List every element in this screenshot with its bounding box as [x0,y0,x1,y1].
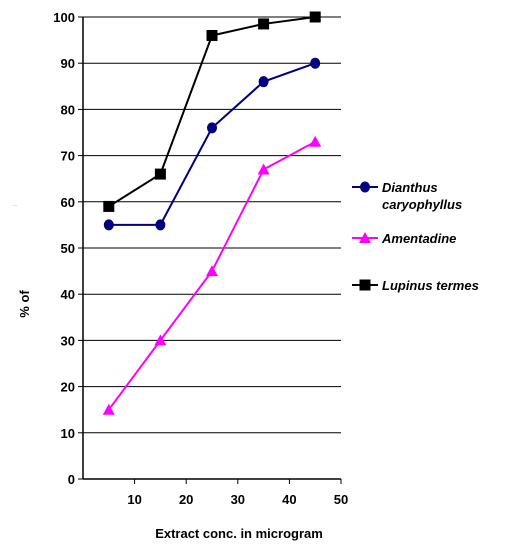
series-lupinus-termes [103,11,321,212]
legend-item-amentadine: Amentadine [352,231,456,246]
x-tick-label: 40 [282,492,296,507]
legend-label-line: Lupinus termes [382,278,479,293]
data-point-lupinus-termes [309,11,321,23]
data-point-lupinus-termes [103,200,115,212]
legend-item-lupinus-termes: Lupinus termes [352,278,479,293]
legend-label: Dianthus caryophyllus [382,180,462,212]
y-tick-label: 10 [61,426,75,441]
data-point-amentadine [206,265,218,277]
y-tick-labels: 0 10 20 30 40 50 60 70 80 90 100 [53,10,75,487]
x-tick-label: 50 [334,492,348,507]
y-tick-label: 70 [61,149,75,164]
data-point-lupinus-termes [206,29,218,41]
series-line-dianthus-caryophyllus [108,62,316,226]
legend-label-line: Dianthus [382,180,438,195]
data-point-amentadine [154,334,167,346]
y-tick-label: 20 [61,380,75,395]
data-point-dianthus-caryophyllus [103,219,114,231]
legend-label-line: Amentadine [381,231,456,246]
x-tick-labels: 10 20 30 40 50 [127,492,348,507]
y-tick-label: 90 [61,56,75,71]
legend-swatch-marker [360,181,370,193]
x-tick-label: 20 [179,492,193,507]
data-point-amentadine [309,135,322,147]
series-amentadine [102,135,322,415]
legend-label-line: caryophyllus [382,197,462,212]
data-point-lupinus-termes [154,168,166,180]
data-point-amentadine [102,403,115,415]
legend-label: Amentadine [381,231,456,246]
axes [78,16,342,484]
legend-label: Lupinus termes [382,278,479,293]
legend-swatch-marker [359,279,371,291]
data-point-dianthus-caryophyllus [155,219,166,231]
y-tick-label: 30 [61,333,75,348]
plot-series [102,11,322,415]
data-point-amentadine [257,163,270,175]
y-axis-title: % of [17,290,32,318]
legend: Dianthus caryophyllus Amentadine Lupinus te… [352,180,479,293]
stray-mark: .... [12,202,18,208]
y-tick-label: 0 [68,472,75,487]
series-line-lupinus-termes [108,16,316,208]
legend-swatch-marker [359,232,371,243]
series-dianthus-caryophyllus [103,57,321,231]
y-tick-label: 80 [61,102,75,117]
x-tick-label: 10 [127,492,141,507]
x-axis-title: Extract conc. in microgram [155,526,323,541]
y-tick-label: 100 [53,10,75,25]
legend-item-dianthus-caryophyllus: Dianthus caryophyllus [352,180,462,212]
data-point-lupinus-termes [258,18,270,30]
data-point-dianthus-caryophyllus [258,76,269,88]
y-tick-label: 50 [61,241,75,256]
data-point-dianthus-caryophyllus [207,122,217,134]
y-tick-label: 40 [61,287,75,302]
x-tick-label: 30 [231,492,245,507]
y-tick-label: 60 [61,195,75,210]
data-point-dianthus-caryophyllus [310,57,321,69]
